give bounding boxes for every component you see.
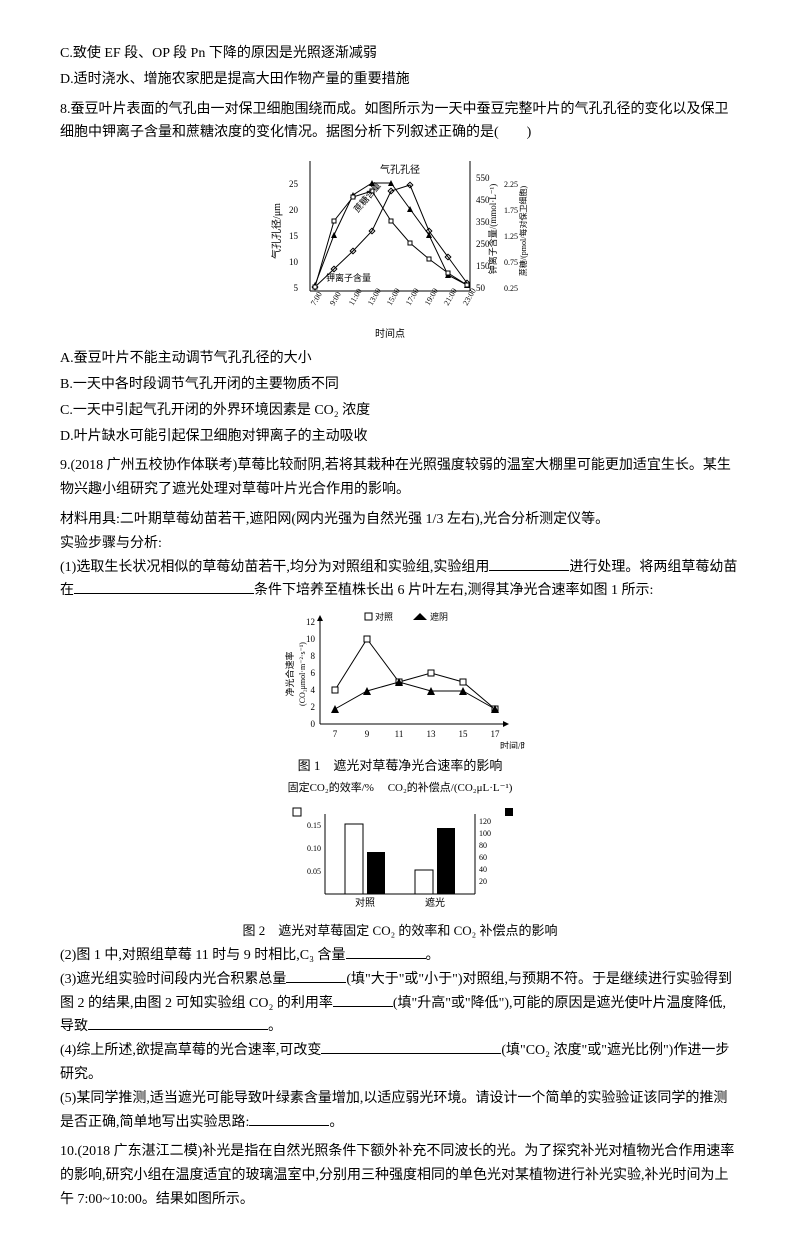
q9-p3a: (3)遮光组实验时间段内光合积累总量 — [60, 972, 286, 987]
svg-text:蔗糖/(pmol/每对保卫细胞): 蔗糖/(pmol/每对保卫细胞) — [518, 186, 528, 277]
svg-text:0.15: 0.15 — [307, 821, 321, 830]
svg-text:20: 20 — [289, 205, 299, 215]
svg-text:20: 20 — [479, 877, 487, 886]
blank-1 — [489, 556, 569, 571]
svg-text:0.25: 0.25 — [504, 284, 518, 293]
blank-7 — [321, 1039, 501, 1054]
q9-p3d: 。 — [268, 1019, 282, 1034]
svg-text:11: 11 — [395, 729, 404, 739]
q9-materials: 材料用具:二叶期草莓幼苗若干,遮阳网(网内光强为自然光强 1/3 左右),光合分… — [60, 508, 740, 532]
svg-text:对照: 对照 — [355, 896, 375, 909]
q9-p1c: 条件下培养至植株长出 6 片叶左右,测得其净光合速率如图 1 所示: — [254, 583, 653, 598]
svg-text:6: 6 — [311, 668, 316, 678]
fig2-top-right: CO₂的补偿点/(CO₂μL·L⁻¹) — [388, 782, 513, 794]
svg-text:4: 4 — [311, 685, 316, 695]
svg-text:0.10: 0.10 — [307, 844, 321, 853]
svg-text:100: 100 — [479, 829, 491, 838]
q9-steps-label: 实验步骤与分析: — [60, 532, 740, 556]
svg-text:(CO₂μmol·m⁻²·s⁻¹): (CO₂μmol·m⁻²·s⁻¹) — [298, 642, 307, 706]
q9-p2b: 。 — [426, 948, 440, 963]
q9-p1a: (1)选取生长状况相似的草莓幼苗若干,均分为对照组和实验组,实验组用 — [60, 560, 489, 575]
svg-text:15: 15 — [459, 729, 469, 739]
blank-4 — [286, 968, 346, 983]
svg-text:钾离子含量: 钾离子含量 — [326, 272, 371, 283]
q8-option-b: B.一天中各时段调节气孔开闭的主要物质不同 — [60, 373, 740, 397]
svg-text:10: 10 — [289, 257, 299, 267]
fig1-caption: 图 1 遮光对草莓净光合速率的影响 — [60, 755, 740, 777]
svg-text:1.75: 1.75 — [504, 206, 518, 215]
svg-text:8: 8 — [311, 651, 316, 661]
svg-text:时间点: 时间点 — [375, 327, 405, 340]
svg-text:1.25: 1.25 — [504, 232, 518, 241]
svg-text:遮光: 遮光 — [425, 896, 445, 909]
svg-text:550: 550 — [476, 173, 490, 183]
svg-text:钟离子含量/(mmol·L⁻¹): 钟离子含量/(mmol·L⁻¹) — [487, 184, 498, 274]
q9-p3: (3)遮光组实验时间段内光合积累总量(填"大于"或"小于")对照组,与预期不符。… — [60, 968, 740, 1039]
q8-chart: 5 10 15 20 25 50 150 250 350 450 550 0.2… — [270, 151, 530, 341]
blank-2 — [74, 579, 254, 594]
q9-p5a: (5)某同学推测,适当遮光可能导致叶绿素含量增加,以适应弱光环境。请设计一个简单… — [60, 1091, 727, 1130]
svg-text:120: 120 — [479, 817, 491, 826]
svg-text:对照: 对照 — [375, 611, 393, 622]
q9-p5b: 。 — [329, 1115, 343, 1130]
fig2-top-left: 固定CO₂的效率/% — [288, 782, 374, 794]
q9-p4a: (4)综上所述,欲提高草莓的光合速率,可改变 — [60, 1043, 321, 1058]
svg-text:7: 7 — [333, 729, 338, 739]
svg-text:17: 17 — [491, 729, 501, 739]
svg-text:0: 0 — [311, 719, 316, 729]
svg-text:40: 40 — [479, 865, 487, 874]
svg-text:5: 5 — [294, 283, 299, 293]
q7-option-c: C.致使 EF 段、OP 段 Pn 下降的原因是光照逐渐减弱 — [60, 42, 740, 66]
fig2-caption: 图 2 遮光对草莓固定 CO₂ 的效率和 CO₂ 补偿点的影响 — [60, 920, 740, 942]
q8-stem: 8.蚕豆叶片表面的气孔由一对保卫细胞围绕而成。如图所示为一天中蚕豆完整叶片的气孔… — [60, 98, 740, 146]
svg-text:气孔孔径: 气孔孔径 — [380, 163, 420, 176]
svg-text:60: 60 — [479, 853, 487, 862]
q9-stem: 9.(2018 广州五校协作体联考)草莓比较耐阴,若将其栽种在光照强度较弱的温室… — [60, 454, 740, 502]
q9-p2: (2)图 1 中,对照组草莓 11 时与 9 时相比,C₃ 含量 。 — [60, 944, 740, 968]
svg-text:25: 25 — [289, 179, 299, 189]
q8-option-a: A.蚕豆叶片不能主动调节气孔孔径的大小 — [60, 347, 740, 371]
svg-text:15: 15 — [289, 231, 299, 241]
svg-text:13: 13 — [427, 729, 437, 739]
q8-option-c: C.一天中引起气孔开闭的外界环境因素是 CO₂ 浓度 — [60, 399, 740, 423]
q10-stem: 10.(2018 广东湛江二模)补光是指在自然光照条件下额外补充不同波长的光。为… — [60, 1140, 740, 1211]
q9-chart2: 0.05 0.10 0.15 20 40 60 80 100 120 对照 遮光 — [275, 804, 525, 914]
q9-p4: (4)综上所述,欲提高草莓的光合速率,可改变(填"CO₂ 浓度"或"遮光比例")… — [60, 1039, 740, 1087]
blank-5 — [333, 992, 393, 1007]
svg-text:9: 9 — [365, 729, 370, 739]
svg-text:气孔孔径/μm: 气孔孔径/μm — [270, 203, 283, 259]
svg-text:2.25: 2.25 — [504, 180, 518, 189]
svg-text:10: 10 — [306, 634, 316, 644]
q8-option-d: D.叶片缺水可能引起保卫细胞对钾离子的主动吸收 — [60, 425, 740, 449]
q7-option-d: D.适时浇水、增施农家肥是提高大田作物产量的重要措施 — [60, 68, 740, 92]
svg-text:遮阴: 遮阴 — [430, 611, 448, 622]
svg-text:2: 2 — [311, 702, 316, 712]
svg-text:0.75: 0.75 — [504, 258, 518, 267]
svg-text:时间/时: 时间/时 — [500, 740, 525, 749]
q9-chart1: 0 2 4 6 8 10 12 7 9 11 13 15 17 时间/时 净光合速率 (CO₂μmol… — [275, 609, 525, 749]
svg-text:净光合速率: 净光合速率 — [284, 652, 295, 697]
q9-p5: (5)某同学推测,适当遮光可能导致叶绿素含量增加,以适应弱光环境。请设计一个简单… — [60, 1087, 740, 1135]
blank-6 — [88, 1015, 268, 1030]
blank-8 — [249, 1111, 329, 1126]
svg-text:0.05: 0.05 — [307, 867, 321, 876]
q9-p1: (1)选取生长状况相似的草莓幼苗若干,均分为对照组和实验组,实验组用进行处理。将… — [60, 556, 740, 604]
svg-text:80: 80 — [479, 841, 487, 850]
q9-p2-text: (2)图 1 中,对照组草莓 11 时与 9 时相比,C₃ 含量 — [60, 948, 346, 963]
blank-3 — [346, 944, 426, 959]
svg-text:12: 12 — [306, 617, 315, 627]
